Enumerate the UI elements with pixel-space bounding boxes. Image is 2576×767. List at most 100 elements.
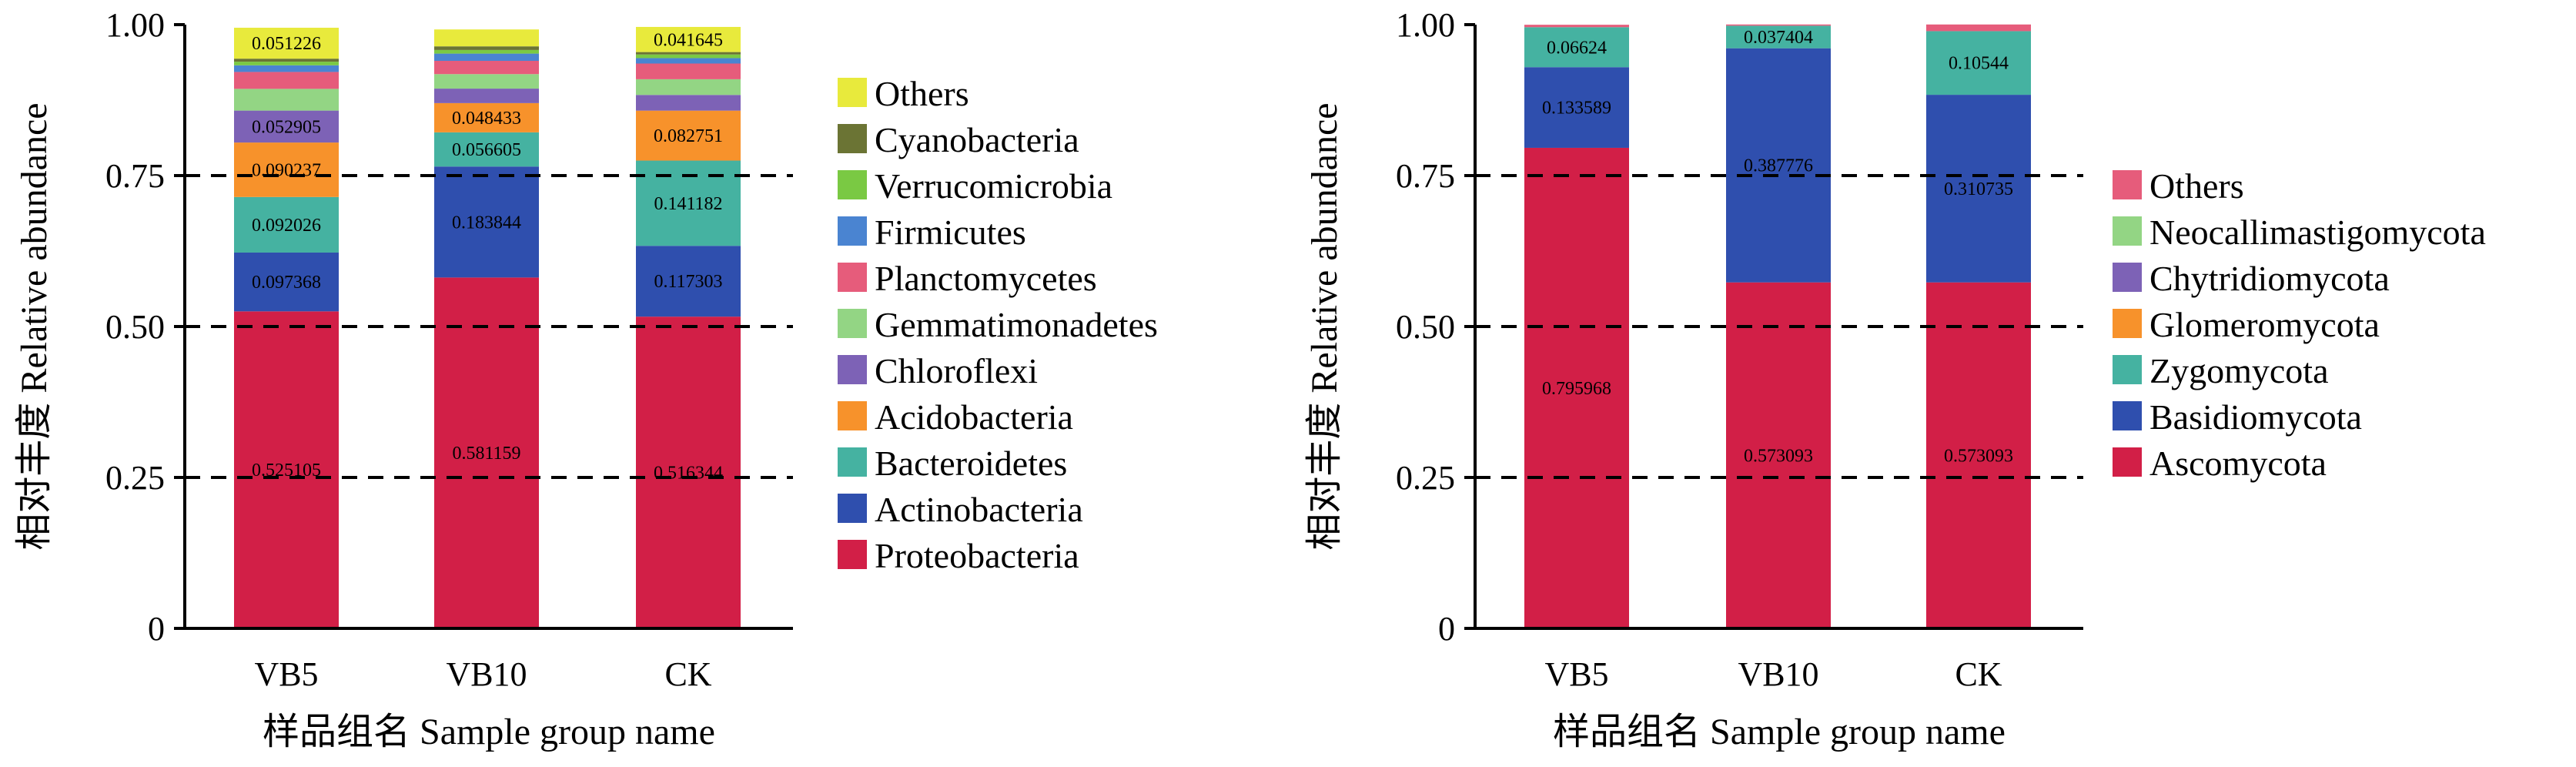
chart-1: 0.525105 0.097368 0.092026 0.090237 0.052905… [14,6,1158,752]
y-tick-label: 0.75 [105,157,165,195]
legend-swatch [2113,447,2142,477]
legend-label: Chytridiomycota [2149,259,2390,298]
legend-label: Zygomycota [2149,351,2329,390]
bar-segment [234,252,339,312]
chart-2: 0.795968 0.133589 0.06624 0.573093 0.387776 0… [1304,6,2486,752]
legend-swatch [838,263,867,292]
data-label: 0.048433 [452,109,521,129]
data-label: 0.573093 [1944,446,2013,466]
data-label: 0.133589 [1542,99,1611,119]
y-tick-label: 1.00 [105,6,165,44]
bar-segment [434,89,539,103]
y-tick-label: 0.25 [1396,459,1455,497]
legend-label: Cyanobacteria [875,120,1079,159]
data-label: 0.525105 [252,461,321,481]
bar-segment [636,95,741,111]
x-tick-label: VB5 [1544,655,1608,693]
bar-segment [1926,95,2031,283]
bar-segment [234,89,339,111]
legend-label: Firmicutes [875,213,1026,252]
data-label: 0.573093 [1744,446,1813,466]
legend-swatch [838,309,867,338]
legend-swatch [2113,263,2142,292]
legend-swatch [2113,401,2142,430]
bar-segment [636,26,741,52]
data-label: 0.516344 [654,464,723,484]
data-label: 0.052905 [252,117,321,137]
y-tick-label: 1.00 [1396,6,1455,44]
legend-swatch [838,540,867,569]
x-tick-label: VB5 [254,655,318,693]
data-label: 0.056605 [452,140,521,160]
bar-segment [234,65,339,72]
data-label: 0.795968 [1542,379,1611,399]
bar-segment [434,49,539,54]
legend-swatch [838,78,867,107]
legend-label: Others [875,74,969,113]
bar-segment [636,79,741,95]
bar-segment [434,46,539,50]
legend-swatch [2113,355,2142,384]
legend-swatch [838,216,867,246]
data-label: 0.092026 [252,216,321,236]
legend-label: Proteobacteria [875,536,1079,575]
data-label: 0.141182 [654,194,722,214]
bar-segment [1524,25,1629,28]
bar-segment [1524,27,1629,68]
legend-label: Neocallimastigomycota [2149,213,2486,252]
data-label: 0.097368 [252,273,321,293]
x-tick-label: VB10 [446,655,527,693]
bar-segment [1726,282,1831,628]
data-label: 0.183844 [452,213,521,233]
bar-segment [1726,25,1831,49]
legend-swatch [2113,170,2142,199]
data-label: 0.06624 [1547,38,1607,58]
bar-segment [434,61,539,75]
legend-label: Planctomycetes [875,259,1097,298]
data-label: 0.581159 [452,444,520,464]
y-tick-label: 0 [1438,610,1455,648]
bar-segment [636,58,741,64]
legend-swatch [838,401,867,430]
y-tick-label: 0 [148,610,165,648]
bar-segment [636,52,741,55]
bar-segment [434,53,539,62]
bar-segment [1524,67,1629,148]
legend-label: Basidiomycota [2149,397,2362,437]
data-label: 0.037404 [1744,28,1813,48]
x-tick-label: CK [664,655,711,693]
bar-segment [1726,48,1831,283]
data-label: 0.082751 [654,126,723,146]
bar-segment [234,311,339,628]
data-label: 0.310735 [1944,179,2013,199]
bar-segment [234,142,339,197]
bar-segment [636,110,741,161]
y-axis-title: 相对丰度 Relative abundance [14,102,55,550]
bar-segment [636,63,741,79]
bar-segment [1926,24,2031,32]
bar-segment [434,29,539,47]
data-label: 0.090237 [252,160,321,180]
bar-segment [234,62,339,65]
bar-segment [234,72,339,89]
legend-label: Gemmatimonadetes [875,305,1158,344]
legend-label: Ascomycota [2149,444,2327,483]
legend-swatch [838,355,867,384]
bar-segment [1926,31,2031,95]
y-tick-label: 0.75 [1396,157,1455,195]
legend-label: Chloroflexi [875,351,1038,390]
bar-segment [234,196,339,253]
data-label: 0.041645 [654,30,723,50]
legend-swatch [838,124,867,153]
legend-swatch [838,447,867,477]
data-label: 0.117303 [654,272,722,292]
bar-segment [1926,282,2031,628]
bar-segment [434,74,539,89]
bar-segment [434,166,539,278]
bar-segment [234,28,339,59]
bar-segment [234,59,339,62]
bar-segment [434,132,539,167]
bar-segment [1524,147,1629,629]
bar-segment [434,102,539,132]
